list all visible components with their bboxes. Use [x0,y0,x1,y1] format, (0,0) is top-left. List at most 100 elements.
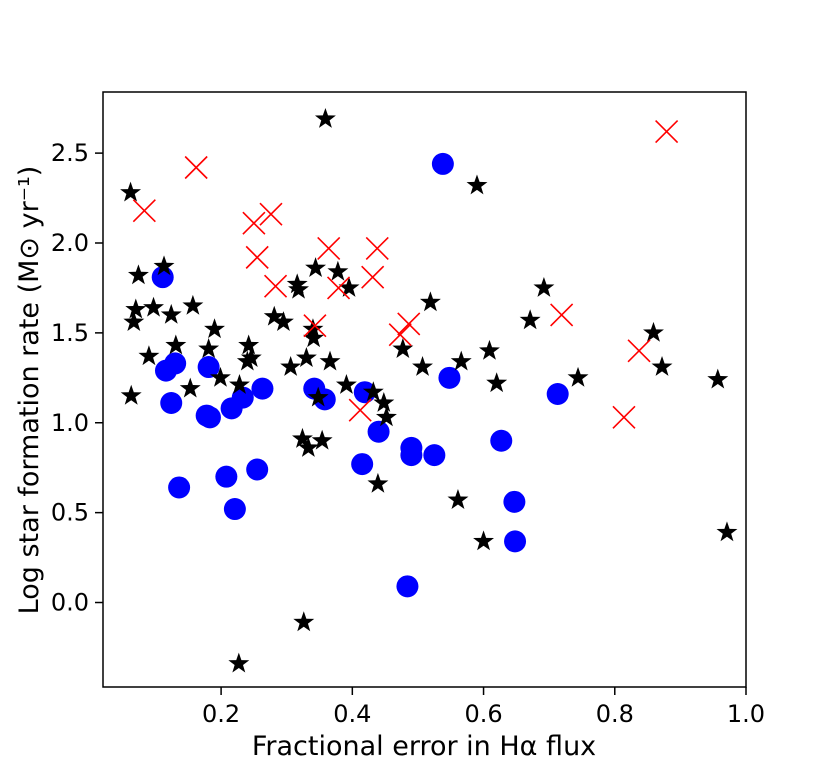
data-point-star [466,174,488,195]
data-point-star [295,347,317,367]
data-point-star [293,611,315,632]
data-point-star [519,309,541,330]
data-point-star [238,334,260,355]
data-point-circle [164,352,187,375]
data-point-x [245,245,269,269]
data-point-star [651,356,673,376]
data-point-star [125,298,147,319]
data-point-star [303,327,325,348]
data-point-star [198,338,220,358]
x-axis-label: Fractional error in Hα flux [252,731,596,762]
data-point-x [259,202,283,226]
data-points [120,107,738,673]
data-point-star [319,350,341,371]
data-point-star [486,372,508,393]
data-point-star [292,427,313,448]
data-point-star [209,366,231,387]
data-point-x [397,312,421,336]
data-point-star [533,276,555,297]
data-point-star [127,264,149,285]
data-point-circle [400,444,423,467]
y-tick-label: 0.0 [51,589,89,617]
x-axis-ticks: 0.2 0.4 0.6 0.8 1.0 [202,687,765,728]
data-point-star [120,384,142,405]
data-point-star [314,107,336,128]
data-point-circle [503,490,526,513]
data-point-star [473,530,495,551]
data-point-star [204,318,225,339]
data-point-circle [197,356,220,379]
data-point-x [348,398,372,422]
y-tick-label: 2.5 [51,139,89,167]
data-point-star [143,296,164,317]
data-point-circle [367,420,390,443]
data-point-star [716,521,738,542]
x-tick-label: 0.2 [202,700,240,728]
data-point-star [182,294,204,315]
data-point-star [240,347,262,367]
data-point-x [303,314,327,338]
data-point-star [153,255,175,276]
data-point-circle [431,152,454,175]
data-point-x [132,199,156,223]
data-point-star [280,356,302,376]
data-point-x [612,405,636,429]
data-point-circle [504,530,527,553]
data-point-star [228,652,250,673]
data-point-x [263,274,288,298]
data-point-circle [423,444,446,467]
x-tick-label: 0.6 [464,700,502,728]
data-point-star [120,181,142,202]
plot-area: 0.2 0.4 0.6 0.8 1.0 0.0 0.5 1.0 1.5 2.0 2.5 [51,91,765,728]
data-point-star [307,386,329,407]
y-tick-label: 2.0 [51,229,89,257]
data-point-star [327,260,349,281]
data-point-circle [160,391,183,414]
data-point-star [419,291,441,312]
data-point-star [179,377,201,398]
data-point-circle [168,476,191,499]
data-point-star [272,311,294,331]
data-point-x [388,323,412,347]
data-point-circle [546,382,569,405]
data-point-star [160,303,182,324]
data-point-star [311,429,333,450]
data-point-star [412,356,433,376]
data-point-star [707,368,729,389]
data-point-star [288,278,309,299]
data-point-circle [246,458,269,481]
data-point-star [263,305,285,326]
data-point-star [338,276,360,297]
data-point-circle [438,366,461,389]
data-point-star [643,321,664,342]
data-point-star [367,472,389,493]
data-point-circle [231,386,254,409]
data-point-star [392,338,414,358]
x-tick-label: 1.0 [727,700,765,728]
y-axis-ticks: 0.0 0.5 1.0 1.5 2.0 2.5 [51,139,103,617]
data-point-x [242,211,266,235]
data-point-star [362,381,384,402]
data-point-x [184,155,208,180]
data-point-x [550,303,574,327]
data-point-star [297,436,319,457]
data-point-x [627,339,651,363]
data-point-x [655,119,679,144]
data-point-star [567,366,589,387]
data-point-x [365,236,389,260]
y-tick-label: 1.0 [51,409,89,437]
data-point-star [138,345,160,366]
data-point-star [373,391,395,412]
data-point-star [478,339,500,360]
plot-frame [102,91,747,688]
data-point-star [123,311,145,331]
data-point-circle [215,465,238,488]
data-point-circle [251,377,274,400]
data-point-star [450,350,472,371]
data-point-circle [490,429,513,452]
data-point-star [229,374,250,394]
data-point-x [317,236,341,260]
data-point-star [447,489,469,509]
y-tick-label: 1.5 [51,319,89,347]
